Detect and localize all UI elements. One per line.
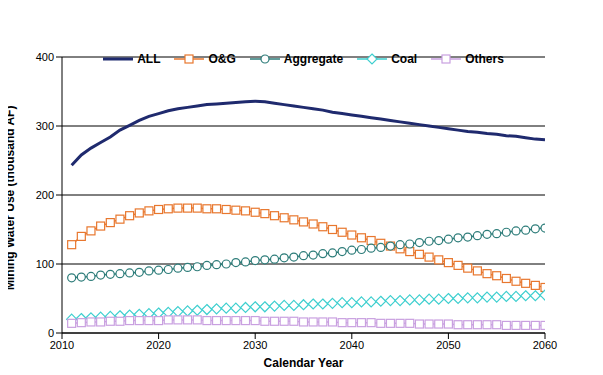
svg-text:300: 300	[36, 120, 54, 132]
svg-text:2040: 2040	[340, 339, 364, 351]
svg-text:2020: 2020	[146, 339, 170, 351]
svg-text:2050: 2050	[436, 339, 460, 351]
svg-text:Mining Water Use (thousand AF): Mining Water Use (thousand AF)	[8, 106, 17, 290]
svg-text:2030: 2030	[243, 339, 267, 351]
svg-text:2010: 2010	[50, 339, 74, 351]
html-text:ALL: ALL	[137, 52, 161, 66]
html-text:Others: Others	[465, 52, 504, 66]
svg-text:200: 200	[36, 189, 54, 201]
svg-text:0: 0	[48, 327, 54, 339]
svg-text:Calendar Year: Calendar Year	[264, 356, 344, 367]
svg-text:100: 100	[36, 258, 54, 270]
html-text:Aggregate: Aggregate	[283, 52, 344, 66]
html-text:O&G: O&G	[208, 52, 236, 66]
html-text:Coal: Coal	[391, 52, 418, 66]
svg-text:2060: 2060	[533, 339, 557, 351]
svg-text:400: 400	[36, 51, 54, 63]
